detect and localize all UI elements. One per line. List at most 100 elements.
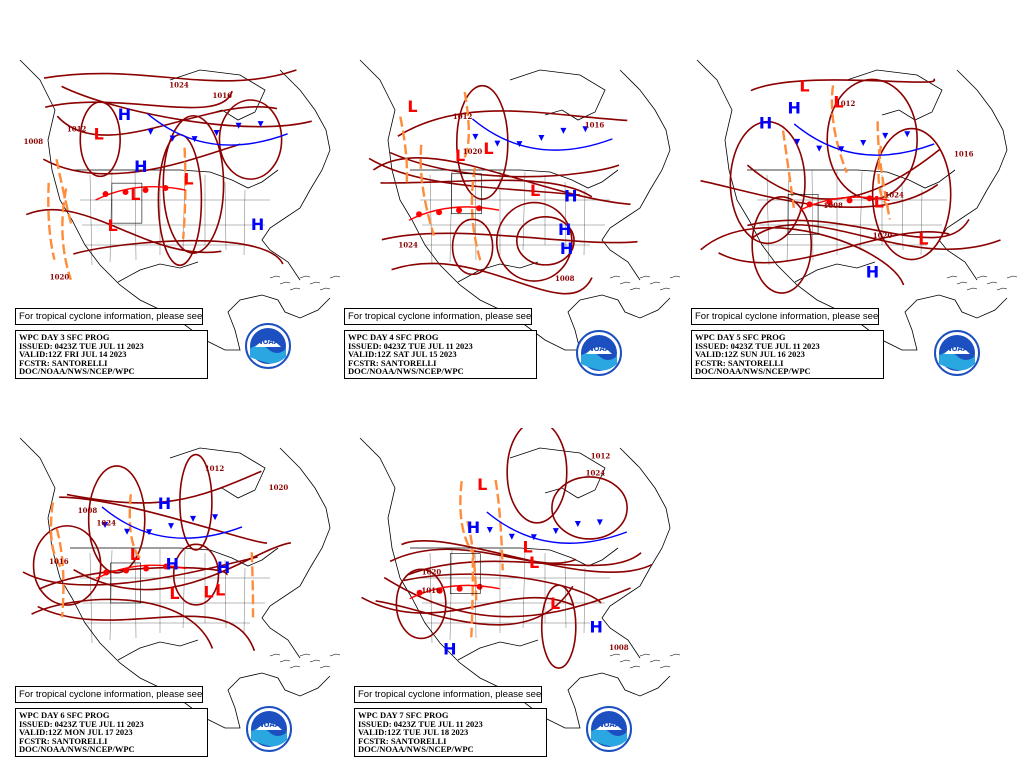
- isobar-label: 1016: [49, 557, 69, 566]
- isobar: [162, 114, 225, 254]
- prog-issued: ISSUED: 0423Z TUE JUL 11 2023: [695, 340, 820, 351]
- logo-text: NOAA: [257, 338, 280, 346]
- isobar: [37, 605, 256, 651]
- isobar-label: 1012: [591, 451, 611, 460]
- noaa-logo-icon: NOAA: [246, 706, 292, 752]
- isobar: [700, 226, 905, 286]
- island: [956, 281, 968, 285]
- logo-gull: [586, 347, 612, 354]
- prog-info-box: WPC DAY 4 SFC PROG ISSUED: 0423Z TUE JUL…: [344, 330, 537, 379]
- cold-front-barb: [816, 145, 823, 152]
- trough-line: [470, 557, 475, 638]
- trough-line: [47, 182, 56, 260]
- cold-front-barb: [596, 519, 603, 526]
- prog-issued: ISSUED: 0423Z TUE JUL 11 2023: [358, 718, 483, 729]
- cold-front-barb: [213, 129, 220, 136]
- prog-issued: ISSUED: 0423Z TUE JUL 11 2023: [19, 718, 144, 729]
- isobar: [871, 127, 952, 261]
- trough-line: [470, 166, 483, 264]
- isobar: [79, 101, 121, 178]
- isobar: [395, 568, 447, 640]
- prog-info-box: WPC DAY 3 SFC PROG ISSUED: 0423Z TUE JUL…: [15, 330, 208, 379]
- isobar-label: 1016: [585, 120, 605, 129]
- low-pressure-marker: L: [130, 185, 140, 204]
- prog-title: WPC DAY 3 SFC PROG: [19, 332, 110, 342]
- island: [299, 653, 311, 657]
- isobar-label: 1008: [24, 137, 44, 146]
- low-pressure-marker: L: [918, 230, 928, 249]
- isobar-label: 1024: [97, 518, 117, 527]
- isobar: [515, 216, 575, 266]
- warm-front-bulge: [162, 185, 169, 192]
- prog-title: WPC DAY 4 SFC PROG: [348, 332, 439, 342]
- cold-front-barb: [560, 127, 567, 134]
- cold-front-barb: [552, 528, 559, 535]
- island: [279, 281, 291, 285]
- low-pressure-marker: L: [530, 181, 540, 200]
- logo-text: NOAA: [258, 721, 281, 729]
- isobar: [56, 106, 278, 136]
- island: [319, 665, 331, 669]
- cold-front-barb: [147, 128, 154, 135]
- isobar: [389, 548, 577, 564]
- island: [639, 275, 651, 279]
- cold-front-barb: [168, 523, 175, 530]
- prog-agency: DOC/NOAA/NWS/NCEP/WPC: [19, 744, 135, 755]
- warm-front-bulge: [143, 565, 150, 572]
- trough-line: [399, 116, 409, 186]
- logo-gull: [596, 723, 622, 730]
- isobar: [87, 465, 146, 574]
- low-pressure-marker: L: [407, 97, 417, 116]
- island: [649, 281, 661, 285]
- isobar-label: 1012: [205, 464, 225, 473]
- island: [319, 287, 331, 291]
- isobar-label: 1024: [884, 190, 904, 199]
- prog-info-box: WPC DAY 5 SFC PROG ISSUED: 0423Z TUE JUL…: [691, 330, 884, 379]
- cold-front-barb: [169, 135, 176, 142]
- prog-valid: VALID:12Z SUN JUL 16 2023: [695, 349, 805, 360]
- prog-title: WPC DAY 5 SFC PROG: [695, 332, 786, 342]
- low-pressure-marker: L: [108, 216, 118, 235]
- coastline: [696, 59, 1008, 351]
- high-pressure-marker: H: [158, 494, 171, 513]
- tropical-notice: For tropical cyclone information, please…: [344, 308, 532, 325]
- island: [996, 287, 1008, 291]
- isobar: [73, 239, 284, 265]
- cold-front-barb: [882, 132, 889, 139]
- cold-front: [147, 113, 288, 146]
- prog-valid: VALID:12Z TUE JUL 18 2023: [358, 727, 469, 738]
- isobar: [391, 262, 593, 295]
- warm-front-bulge: [436, 587, 443, 594]
- logo-wave: [250, 345, 286, 364]
- island: [946, 275, 958, 279]
- trough-line: [877, 145, 890, 208]
- focus-box: [787, 194, 819, 235]
- island: [659, 287, 671, 291]
- prog-agency: DOC/NOAA/NWS/NCEP/WPC: [348, 366, 464, 377]
- prog-agency: DOC/NOAA/NWS/NCEP/WPC: [19, 366, 135, 377]
- country-border: [70, 169, 279, 283]
- isobar: [747, 218, 970, 239]
- trough-line: [55, 158, 73, 224]
- isobar: [31, 598, 214, 649]
- island: [966, 287, 978, 291]
- prog-panel-day7: 1008 1012 1016 1020 1024 H H H L L L L For tropical…: [340, 428, 685, 768]
- cold-front-barb: [508, 533, 515, 540]
- cold-front: [101, 506, 243, 539]
- isobar: [751, 195, 813, 294]
- isobar: [32, 525, 102, 606]
- prog-panel-day5: 1008 1012 1016 1020 1024 H H H L L L L For tropical…: [677, 50, 1022, 390]
- isobar: [729, 120, 806, 245]
- prog-valid: VALID:12Z MON JUL 17 2023: [19, 727, 133, 738]
- prog-issued: ISSUED: 0423Z TUE JUL 11 2023: [19, 340, 144, 351]
- cold-front: [486, 511, 628, 544]
- cold-front-barb: [257, 121, 264, 128]
- prog-info-box: WPC DAY 6 SFC PROG ISSUED: 0423Z TUE JUL…: [15, 708, 208, 757]
- tropical-notice: For tropical cyclone information, please…: [15, 308, 203, 325]
- isobar-label: 1020: [50, 273, 70, 282]
- isobar-label: 1020: [873, 231, 893, 240]
- low-pressure-marker: L: [455, 146, 465, 165]
- focus-box: [110, 562, 141, 604]
